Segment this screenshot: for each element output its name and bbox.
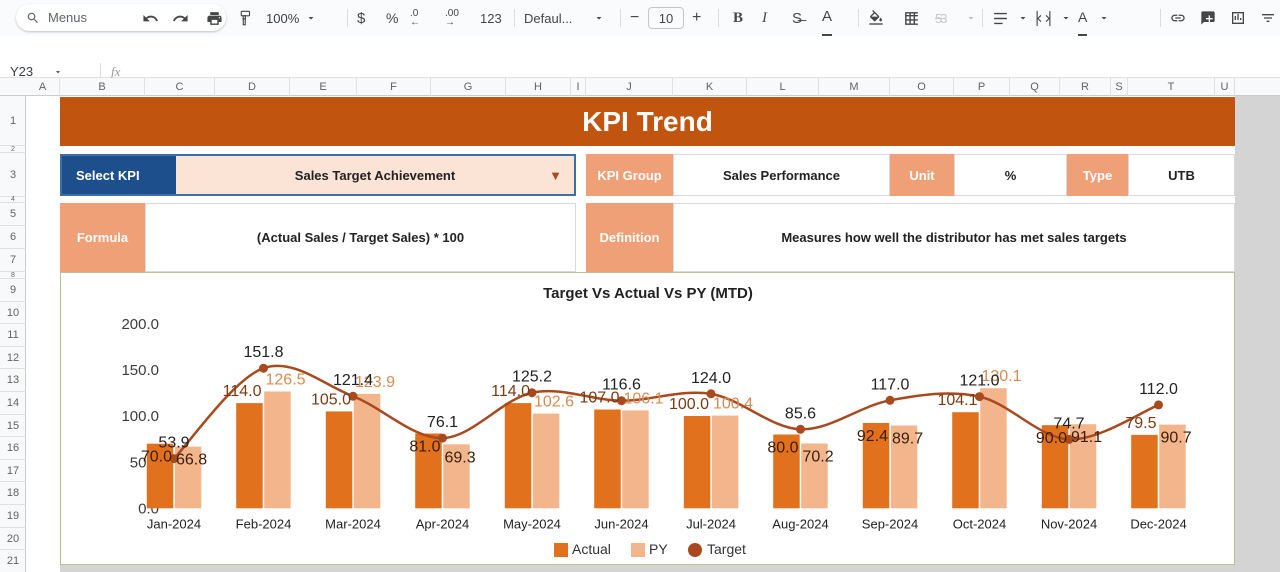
svg-text:Dec-2024: Dec-2024 bbox=[1130, 516, 1186, 531]
svg-text:102.6: 102.6 bbox=[534, 394, 574, 411]
svg-text:100.0: 100.0 bbox=[121, 408, 159, 425]
svg-text:Jan-2024: Jan-2024 bbox=[147, 516, 201, 531]
svg-text:Jul-2024: Jul-2024 bbox=[686, 516, 736, 531]
svg-text:PY: PY bbox=[649, 541, 668, 557]
svg-text:92.4: 92.4 bbox=[857, 428, 888, 445]
svg-text:114.0: 114.0 bbox=[223, 383, 262, 400]
svg-text:125.2: 125.2 bbox=[512, 369, 552, 386]
svg-text:105.0: 105.0 bbox=[311, 391, 351, 408]
svg-text:Jun-2024: Jun-2024 bbox=[594, 516, 648, 531]
svg-text:Apr-2024: Apr-2024 bbox=[416, 516, 469, 531]
svg-text:74.7: 74.7 bbox=[1053, 415, 1084, 432]
svg-text:66.8: 66.8 bbox=[176, 452, 207, 469]
svg-text:80.0: 80.0 bbox=[767, 440, 798, 457]
svg-text:Aug-2024: Aug-2024 bbox=[772, 516, 828, 531]
svg-text:150.0: 150.0 bbox=[121, 362, 159, 379]
svg-text:104.1: 104.1 bbox=[937, 392, 977, 409]
svg-text:Target: Target bbox=[707, 541, 746, 557]
svg-text:53.9: 53.9 bbox=[158, 435, 189, 452]
svg-text:81.0: 81.0 bbox=[409, 439, 440, 456]
svg-text:124.0: 124.0 bbox=[691, 370, 731, 387]
svg-text:69.3: 69.3 bbox=[445, 449, 476, 466]
svg-text:May-2024: May-2024 bbox=[503, 516, 561, 531]
svg-text:89.7: 89.7 bbox=[892, 431, 923, 448]
svg-text:151.8: 151.8 bbox=[243, 344, 283, 361]
svg-text:85.6: 85.6 bbox=[785, 405, 816, 422]
svg-text:Feb-2024: Feb-2024 bbox=[236, 516, 292, 531]
svg-text:Sep-2024: Sep-2024 bbox=[862, 516, 918, 531]
svg-text:Target Vs Actual Vs PY (MTD): Target Vs Actual Vs PY (MTD) bbox=[543, 285, 753, 302]
svg-text:121.0: 121.0 bbox=[959, 373, 999, 390]
svg-text:90.0: 90.0 bbox=[1036, 430, 1067, 447]
svg-text:126.5: 126.5 bbox=[266, 372, 306, 389]
svg-text:116.6: 116.6 bbox=[602, 377, 641, 394]
svg-text:Mar-2024: Mar-2024 bbox=[325, 516, 381, 531]
svg-text:Oct-2024: Oct-2024 bbox=[953, 516, 1006, 531]
svg-text:Actual: Actual bbox=[572, 541, 611, 557]
svg-text:121.4: 121.4 bbox=[333, 372, 373, 389]
svg-text:76.1: 76.1 bbox=[427, 414, 458, 431]
svg-text:112.0: 112.0 bbox=[1139, 381, 1178, 398]
svg-text:90.7: 90.7 bbox=[1161, 430, 1192, 447]
svg-text:79.5: 79.5 bbox=[1125, 415, 1156, 432]
svg-text:117.0: 117.0 bbox=[871, 376, 910, 393]
svg-text:200.0: 200.0 bbox=[121, 316, 159, 333]
svg-text:70.2: 70.2 bbox=[803, 449, 834, 466]
svg-text:Nov-2024: Nov-2024 bbox=[1041, 516, 1097, 531]
svg-text:100.4: 100.4 bbox=[713, 396, 753, 413]
svg-text:100.0: 100.0 bbox=[669, 396, 709, 413]
